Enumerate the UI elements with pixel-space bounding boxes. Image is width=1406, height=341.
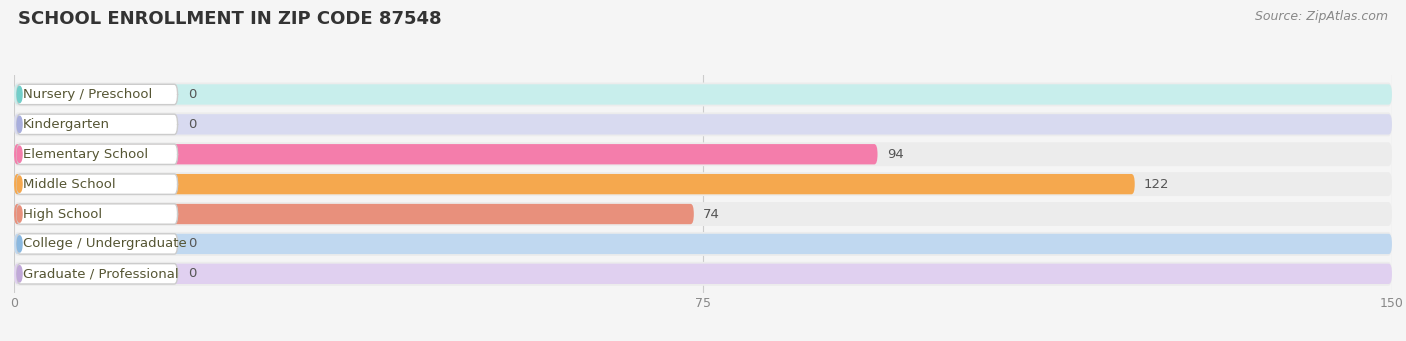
- Circle shape: [17, 206, 22, 222]
- FancyBboxPatch shape: [14, 114, 1392, 134]
- FancyBboxPatch shape: [14, 232, 1392, 256]
- FancyBboxPatch shape: [17, 144, 177, 164]
- Text: 0: 0: [188, 118, 197, 131]
- Text: 0: 0: [188, 88, 197, 101]
- FancyBboxPatch shape: [14, 202, 1392, 226]
- Text: Elementary School: Elementary School: [22, 148, 148, 161]
- FancyBboxPatch shape: [14, 172, 1392, 196]
- Text: 0: 0: [188, 237, 197, 250]
- Text: Middle School: Middle School: [22, 178, 115, 191]
- Text: 0: 0: [188, 267, 197, 280]
- Text: 74: 74: [703, 208, 720, 221]
- Text: 94: 94: [887, 148, 904, 161]
- Circle shape: [17, 266, 22, 282]
- FancyBboxPatch shape: [14, 142, 1392, 166]
- FancyBboxPatch shape: [14, 144, 877, 164]
- Text: SCHOOL ENROLLMENT IN ZIP CODE 87548: SCHOOL ENROLLMENT IN ZIP CODE 87548: [18, 10, 441, 28]
- Circle shape: [17, 86, 22, 103]
- Text: High School: High School: [22, 208, 103, 221]
- FancyBboxPatch shape: [14, 264, 1392, 284]
- FancyBboxPatch shape: [14, 83, 1392, 106]
- Text: Graduate / Professional: Graduate / Professional: [22, 267, 179, 280]
- FancyBboxPatch shape: [17, 174, 177, 194]
- FancyBboxPatch shape: [17, 84, 177, 105]
- Text: Nursery / Preschool: Nursery / Preschool: [22, 88, 152, 101]
- FancyBboxPatch shape: [17, 114, 177, 134]
- Circle shape: [17, 146, 22, 162]
- Text: Source: ZipAtlas.com: Source: ZipAtlas.com: [1254, 10, 1388, 23]
- Text: College / Undergraduate: College / Undergraduate: [22, 237, 187, 250]
- Text: 122: 122: [1144, 178, 1170, 191]
- FancyBboxPatch shape: [14, 234, 1392, 254]
- Circle shape: [17, 176, 22, 192]
- FancyBboxPatch shape: [14, 204, 693, 224]
- Circle shape: [17, 116, 22, 133]
- FancyBboxPatch shape: [17, 264, 177, 284]
- FancyBboxPatch shape: [14, 174, 1135, 194]
- Text: Kindergarten: Kindergarten: [22, 118, 110, 131]
- FancyBboxPatch shape: [14, 113, 1392, 136]
- FancyBboxPatch shape: [17, 234, 177, 254]
- FancyBboxPatch shape: [17, 204, 177, 224]
- FancyBboxPatch shape: [14, 262, 1392, 286]
- FancyBboxPatch shape: [14, 84, 1392, 105]
- Circle shape: [17, 236, 22, 252]
